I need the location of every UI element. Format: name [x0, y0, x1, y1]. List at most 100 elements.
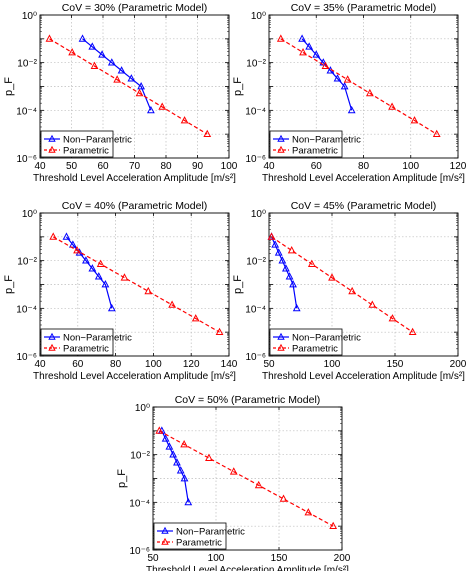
series-parametric — [276, 34, 441, 138]
data-point-marker — [68, 240, 77, 248]
y-tick-label: 10⁻⁶ — [245, 352, 266, 363]
y-tick-label: 10⁻⁴ — [16, 106, 37, 117]
y-axis-label: p_F — [232, 77, 244, 96]
data-point-marker — [254, 480, 263, 489]
data-point-marker — [88, 264, 97, 272]
data-point-marker — [180, 474, 189, 482]
y-axis-label: p_F — [116, 469, 128, 488]
data-point-marker — [146, 105, 155, 114]
data-point-marker — [127, 74, 136, 82]
x-tick-label: 100 — [145, 359, 162, 370]
data-point-marker — [408, 327, 417, 336]
legend-swatch-marker — [277, 332, 285, 340]
legend-swatch-marker — [277, 343, 285, 351]
data-point-marker — [388, 314, 397, 322]
axes-frame — [268, 14, 459, 159]
data-point-marker — [333, 74, 342, 82]
data-point-marker — [432, 129, 441, 138]
series-line — [159, 430, 334, 527]
legend-swatch-marker — [48, 134, 56, 142]
series-line — [52, 236, 220, 333]
x-axis-label: Threshold Level Acceleration Amplitude [… — [33, 371, 236, 382]
data-point-marker — [289, 280, 297, 288]
data-point-marker — [173, 458, 181, 466]
data-point-marker — [191, 314, 200, 322]
data-point-marker — [45, 34, 54, 42]
data-point-marker — [321, 61, 330, 69]
chart-title: CoV = 35% (Parametric Model) — [291, 2, 437, 14]
data-point-marker — [307, 259, 316, 267]
y-tick-label: 10⁻⁴ — [245, 304, 266, 315]
legend-label: Non−Parametric — [292, 333, 361, 344]
x-tick-label: 150 — [387, 359, 404, 370]
data-point-marker — [176, 466, 185, 474]
y-tick-label: 10⁻² — [246, 59, 266, 70]
x-tick-label: 100 — [208, 553, 225, 564]
chart-title: CoV = 40% (Parametric Model) — [62, 200, 208, 212]
data-point-marker — [107, 303, 116, 312]
legend-label: Non−Parametric — [63, 135, 132, 146]
data-point-marker — [285, 272, 294, 280]
x-tick-label: 80 — [110, 359, 122, 370]
x-tick-label: 70 — [129, 161, 141, 172]
axes-frame — [152, 406, 343, 551]
y-tick-label: 10⁰ — [22, 209, 37, 220]
data-point-marker — [329, 521, 338, 530]
legend-swatch-marker — [277, 134, 285, 142]
x-tick-label: 120 — [450, 161, 467, 172]
chart-title: CoV = 30% (Parametric Model) — [62, 2, 208, 14]
data-point-marker — [205, 453, 213, 461]
legend-label: Parametric — [176, 538, 222, 549]
data-point-marker — [319, 58, 328, 66]
data-point-marker — [279, 494, 288, 502]
chart-panel-1: 40 50 60 70 80 90 10010⁰10⁻²10⁻⁴10⁻⁶Non−Parame… — [3, 2, 238, 184]
data-point-marker — [144, 286, 153, 295]
legend-label: Parametric — [292, 344, 338, 355]
data-point-marker — [75, 248, 84, 256]
data-point-marker — [101, 280, 110, 288]
data-point-marker — [305, 42, 314, 50]
data-point-marker — [229, 467, 238, 475]
y-tick-label: 10⁰ — [251, 11, 266, 22]
data-point-marker — [276, 34, 285, 42]
x-tick-label: 40 — [34, 161, 46, 172]
data-point-marker — [281, 264, 290, 272]
x-tick-label: 50 — [66, 161, 78, 172]
data-point-marker — [49, 232, 58, 240]
legend-swatch-marker — [48, 145, 56, 153]
data-point-marker — [203, 129, 212, 138]
legend-swatch-marker — [48, 343, 56, 351]
x-tick-label: 150 — [271, 553, 288, 564]
data-point-marker — [410, 116, 419, 124]
y-axis-label: p_F — [3, 77, 15, 96]
y-tick-label: 10⁻² — [246, 257, 266, 268]
y-axis-label: p_F — [232, 275, 244, 294]
y-tick-label: 10⁻⁶ — [16, 154, 37, 165]
data-point-marker — [169, 450, 178, 458]
series-line — [49, 38, 208, 135]
x-tick-label: 90 — [192, 161, 204, 172]
x-axis-label: Threshold Level Acceleration Amplitude [… — [33, 173, 236, 184]
data-point-marker — [62, 232, 71, 240]
y-tick-label: 10⁻⁴ — [245, 106, 266, 117]
y-tick-label: 10⁻⁴ — [16, 304, 37, 315]
data-point-marker — [107, 58, 116, 66]
data-point-marker — [388, 102, 396, 110]
x-tick-label: 60 — [97, 161, 109, 172]
chart-panel-3: 40 60 80 100 120 14010⁰10⁻²10⁻⁴10⁻⁶Non−Parame… — [3, 200, 238, 382]
y-tick-label: 10⁻⁶ — [16, 352, 37, 363]
legend-label: Non−Parametric — [176, 527, 245, 538]
data-point-marker — [96, 259, 105, 267]
series-line — [280, 38, 438, 135]
series-non-parametric — [78, 34, 155, 114]
x-tick-label: 50 — [147, 553, 159, 564]
legend-label: Parametric — [292, 146, 338, 157]
series-parametric — [49, 232, 224, 336]
data-point-marker — [298, 34, 306, 42]
x-axis-label: Threshold Level Acceleration Amplitude [… — [146, 565, 349, 571]
y-tick-label: 10⁰ — [135, 403, 150, 414]
